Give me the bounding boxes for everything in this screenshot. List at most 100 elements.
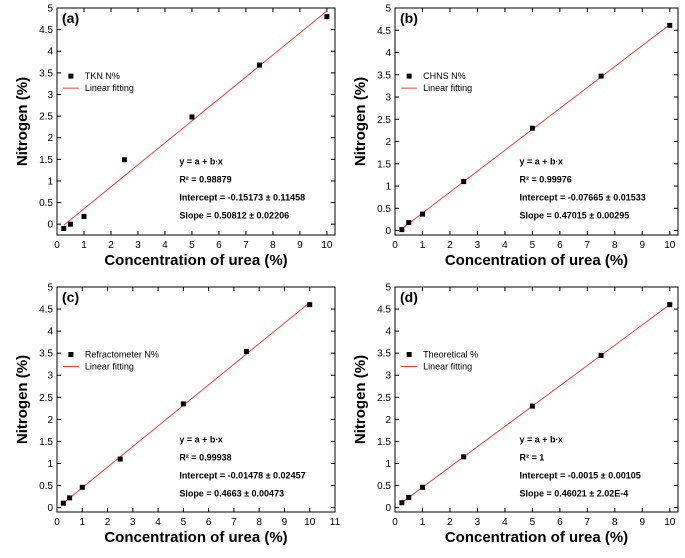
y-tick-label: 4.5 (39, 305, 53, 316)
y-tick-label: 1 (385, 459, 391, 470)
x-tick-label: 10 (304, 517, 316, 528)
y-tick-label: 0.5 (39, 198, 53, 209)
x-tick-label: 8 (270, 240, 276, 251)
data-point (61, 226, 67, 232)
x-tick-label: 3 (475, 240, 481, 251)
x-tick-label: 0 (54, 517, 60, 528)
data-point (461, 179, 467, 185)
y-tick-label: 2.5 (377, 115, 391, 126)
y-tick-label: 3 (47, 90, 53, 101)
y-tick-label: 1 (385, 182, 391, 193)
x-tick-label: 8 (612, 517, 618, 528)
data-point (399, 500, 405, 506)
y-axis-label: Nitrogen (%) (14, 77, 31, 166)
data-point (67, 495, 73, 501)
y-tick-label: 4.5 (377, 26, 391, 37)
y-tick-label: 4 (385, 327, 391, 338)
data-point (121, 157, 127, 163)
y-tick-label: 0.5 (39, 481, 53, 492)
y-tick-label: 1.5 (377, 437, 391, 448)
fit-stat-line: y = a + b∙x (520, 434, 564, 444)
legend-fit-label: Linear fitting (423, 83, 472, 93)
y-tick-label: 2 (47, 415, 53, 426)
x-tick-label: 5 (189, 240, 195, 251)
fit-line (401, 304, 671, 503)
panel-3: 0 0.5 1 1.5 2 2.5 3 3.5 4 4.5 5 0 1 2 3 4 5 6 7 8 9 10 11 Conce… (14, 283, 341, 547)
data-point (598, 352, 604, 358)
x-tick-label: 4 (155, 517, 161, 528)
y-tick-label: 5 (47, 283, 53, 294)
fit-stat-line: R² = 0.99976 (520, 175, 572, 185)
legend-marker (406, 73, 412, 79)
x-tick-label: 7 (585, 240, 591, 251)
x-tick-label: 9 (640, 240, 646, 251)
panel-4: 0 0.5 1 1.5 2 2.5 3 3.5 4 4.5 5 0 1 2 3 4 5 6 7 8 9 10 Concent… (352, 283, 679, 546)
panel-label: (c) (62, 289, 79, 305)
data-point (419, 211, 425, 217)
data-point (117, 456, 123, 462)
x-tick-label: 2 (447, 240, 453, 251)
data-point (406, 494, 412, 500)
x-axis-label: Concentration of urea (%) (104, 529, 287, 546)
panel-label: (a) (62, 10, 79, 26)
y-tick-label: 3.5 (377, 70, 391, 81)
y-tick-label: 0.5 (377, 204, 391, 215)
panel-1: 0 0.5 1 1.5 2 2.5 3 3.5 4 4.5 5 0 1 2 3 4 5 6 7 8 9 10 Concent… (14, 4, 336, 269)
x-tick-label: 4 (502, 240, 508, 251)
data-point (79, 484, 85, 490)
x-tick-label: 7 (585, 517, 591, 528)
y-tick-label: 0 (47, 503, 53, 514)
plot-frame (56, 7, 336, 236)
legend-series-label: CHNS N% (423, 71, 466, 81)
data-point (256, 62, 262, 68)
x-tick-label: 2 (447, 517, 453, 528)
x-tick-label: 10 (664, 240, 676, 251)
y-tick-label: 0 (385, 503, 391, 514)
data-point (189, 114, 195, 120)
y-tick-label: 4.5 (377, 305, 391, 316)
fit-stat-line: Slope = 0.46021 ± 2.02E-4 (520, 488, 629, 498)
data-point (667, 302, 673, 308)
data-point (60, 500, 66, 506)
x-tick-label: 8 (256, 517, 262, 528)
y-tick-label: 5 (385, 283, 391, 294)
x-tick-label: 9 (297, 240, 303, 251)
legend-marker (68, 352, 74, 357)
x-tick-label: 9 (640, 517, 646, 528)
data-point (529, 125, 535, 131)
y-tick-label: 3 (385, 93, 391, 104)
x-tick-label: 5 (181, 517, 187, 528)
legend-fit-label: Linear fitting (85, 362, 134, 372)
x-tick-label: 3 (135, 240, 141, 251)
x-tick-label: 1 (81, 240, 87, 251)
legend-series-label: TKN N% (85, 71, 120, 81)
data-point (461, 454, 467, 460)
x-tick-label: 10 (321, 240, 333, 251)
x-axis-label: Concentration of urea (%) (445, 529, 628, 546)
y-tick-label: 3.5 (39, 349, 53, 360)
plot-frame (56, 286, 336, 513)
y-axis-label: Nitrogen (%) (352, 355, 369, 444)
fit-stat-line: y = a + b∙x (179, 157, 223, 167)
y-tick-label: 1 (47, 176, 53, 187)
legend-fit-label: Linear fitting (423, 362, 472, 372)
data-point (406, 220, 412, 226)
fit-stat-line: Slope = 0.47015 ± 0.00295 (520, 211, 630, 221)
x-tick-label: 3 (130, 517, 136, 528)
y-tick-label: 3 (385, 371, 391, 382)
fit-stat-line: Intercept = -0.15173 ± 0.11458 (179, 193, 305, 203)
y-tick-label: 5 (47, 4, 53, 15)
y-tick-label: 4 (47, 47, 53, 58)
fit-stat-line: y = a + b∙x (179, 434, 223, 444)
panel-2: 0 0.5 1 1.5 2 2.5 3 3.5 4 4.5 5 0 1 2 3 4 5 6 7 8 9 10 Concent… (352, 4, 679, 269)
fit-stat-line: y = a + b∙x (520, 157, 564, 167)
y-tick-label: 2 (385, 415, 391, 426)
y-tick-label: 4 (385, 48, 391, 59)
x-tick-label: 2 (105, 517, 111, 528)
y-axis-label: Nitrogen (%) (352, 77, 369, 166)
data-point (419, 484, 425, 490)
panel-label: (d) (400, 289, 418, 305)
y-tick-label: 1.5 (39, 437, 53, 448)
data-point (307, 302, 313, 308)
plot-frame (394, 286, 679, 513)
